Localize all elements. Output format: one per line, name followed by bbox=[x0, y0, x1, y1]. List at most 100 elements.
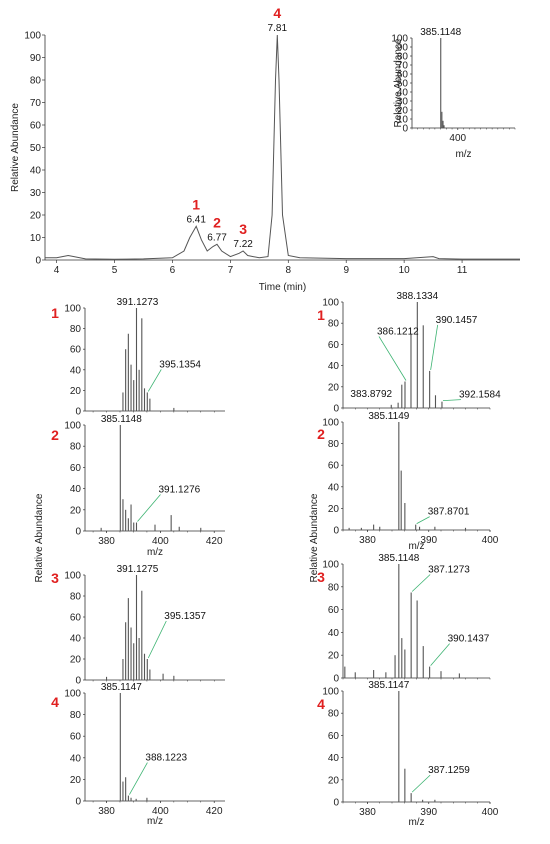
y-tick-label: 20 bbox=[397, 106, 409, 117]
y-tick-label: 80 bbox=[328, 319, 340, 330]
x-axis-label: m/z bbox=[408, 817, 424, 828]
peak-mz-label: 388.1223 bbox=[145, 753, 187, 764]
y-tick-label: 100 bbox=[322, 560, 339, 571]
y-tick-label: 20 bbox=[70, 775, 82, 786]
y-tick-label: 100 bbox=[322, 418, 339, 429]
x-tick-label: 4 bbox=[54, 265, 60, 276]
x-tick-label: 7 bbox=[228, 265, 234, 276]
peak-mz-label: 392.1584 bbox=[459, 390, 501, 401]
y-tick-label: 60 bbox=[70, 345, 82, 356]
y-tick-label: 60 bbox=[70, 732, 82, 743]
y-tick-label: 60 bbox=[70, 613, 82, 624]
peak-time-label: 6.41 bbox=[186, 214, 206, 225]
label-leader-line bbox=[416, 516, 430, 524]
y-tick-label: 0 bbox=[333, 798, 339, 809]
peak-mz-label: 388.1334 bbox=[396, 291, 438, 302]
peak-mz-label: 385.1147 bbox=[101, 682, 142, 693]
y-tick-label: 40 bbox=[328, 482, 340, 493]
y-tick-label: 0 bbox=[35, 256, 41, 267]
y-tick-label: 80 bbox=[397, 52, 409, 63]
y-tick-label: 40 bbox=[328, 361, 340, 372]
label-leader-line bbox=[378, 336, 407, 381]
label-leader-line bbox=[411, 574, 431, 592]
y-tick-label: 40 bbox=[70, 484, 82, 495]
y-tick-label: 10 bbox=[30, 233, 42, 244]
y-tick-label: 0 bbox=[333, 526, 339, 537]
y-tick-label: 10 bbox=[397, 115, 409, 126]
label-leader-line bbox=[129, 762, 148, 795]
x-tick-label: 6 bbox=[170, 265, 176, 276]
peak-time-label: 7.81 bbox=[268, 23, 288, 34]
y-tick-label: 0 bbox=[402, 124, 408, 135]
x-tick-label: 390 bbox=[420, 807, 437, 818]
x-tick-label: 420 bbox=[206, 536, 223, 547]
peak-mz-label: 387.1273 bbox=[428, 565, 470, 576]
x-axis-label: Time (min) bbox=[259, 282, 306, 293]
y-tick-label: 80 bbox=[70, 324, 82, 335]
y-tick-label: 100 bbox=[64, 421, 81, 432]
x-tick-label: 400 bbox=[449, 133, 466, 144]
y-tick-label: 60 bbox=[328, 340, 340, 351]
peak-number: 1 bbox=[192, 196, 200, 212]
y-tick-label: 100 bbox=[322, 298, 339, 309]
y-tick-label: 80 bbox=[70, 592, 82, 603]
y-tick-label: 80 bbox=[328, 709, 340, 720]
right-spectrum-1: 0 20 40 60 80 100 383.8792 386.1212 388.1334 390.… bbox=[317, 291, 501, 415]
label-leader-line bbox=[147, 369, 162, 392]
y-axis-label: Relative Abundance bbox=[10, 103, 21, 192]
y-tick-label: 20 bbox=[70, 386, 82, 397]
y-tick-label: 80 bbox=[30, 76, 42, 87]
x-tick-label: 390 bbox=[420, 535, 437, 546]
y-tick-label: 80 bbox=[328, 582, 340, 593]
peak-mz-label: 387.1259 bbox=[428, 765, 470, 776]
y-tick-label: 50 bbox=[30, 143, 42, 154]
peak-time-label: 7.22 bbox=[233, 239, 253, 250]
x-axis-label: m/z bbox=[147, 816, 163, 827]
y-tick-label: 70 bbox=[30, 98, 42, 109]
y-tick-label: 40 bbox=[70, 634, 82, 645]
left-spectrum-3: 0 20 40 60 80 100 391.1275 395.1357 3 bbox=[51, 564, 225, 687]
y-tick-label: 40 bbox=[328, 753, 340, 764]
peak-mz-label: 387.8701 bbox=[428, 507, 470, 518]
peak-mz-label: 385.1148 bbox=[378, 553, 419, 564]
y-tick-label: 40 bbox=[70, 365, 82, 376]
x-tick-label: 400 bbox=[152, 536, 169, 547]
x-tick-label: 380 bbox=[359, 807, 376, 818]
y-tick-label: 40 bbox=[397, 88, 409, 99]
x-tick-label: 400 bbox=[482, 535, 499, 546]
peak-mz-label: 390.1437 bbox=[448, 634, 490, 645]
x-axis-label: m/z bbox=[455, 149, 471, 160]
panel-number: 2 bbox=[317, 426, 325, 442]
x-tick-label: 8 bbox=[286, 265, 292, 276]
panel-number: 1 bbox=[51, 305, 59, 321]
peak-mz-label: 386.1212 bbox=[377, 327, 419, 338]
y-tick-label: 40 bbox=[30, 166, 42, 177]
peak-mz-label: 383.8792 bbox=[350, 389, 392, 400]
peak-mz-label: 390.1457 bbox=[436, 315, 478, 326]
label-leader-line bbox=[430, 643, 450, 666]
y-tick-label: 60 bbox=[70, 463, 82, 474]
y-tick-label: 80 bbox=[70, 710, 82, 721]
peak-mz-label: 391.1275 bbox=[117, 564, 159, 575]
peak-mz-label: 391.1276 bbox=[158, 485, 200, 496]
x-axis-label: m/z bbox=[147, 547, 163, 558]
panel-number: 1 bbox=[317, 307, 325, 323]
x-tick-label: 420 bbox=[206, 806, 223, 817]
y-tick-label: 0 bbox=[75, 407, 81, 418]
panel-number: 2 bbox=[51, 427, 59, 443]
y-tick-label: 20 bbox=[70, 655, 82, 666]
peak-mz-label: 395.1357 bbox=[164, 611, 206, 622]
y-tick-label: 60 bbox=[30, 121, 42, 132]
y-tick-label: 0 bbox=[333, 404, 339, 415]
x-axis-label: m/z bbox=[408, 541, 424, 552]
peak-number: 3 bbox=[239, 221, 247, 237]
y-tick-label: 60 bbox=[328, 461, 340, 472]
y-tick-label: 20 bbox=[328, 775, 340, 786]
right-shared-ylabel: Relative Abundance bbox=[309, 493, 320, 582]
y-axis-label: Relative Abundance bbox=[393, 38, 404, 127]
y-tick-label: 60 bbox=[397, 70, 409, 81]
x-tick-label: 380 bbox=[359, 535, 376, 546]
right-spectrum-2: 0 20 40 60 80 100 380 390 400 m/z 385.1149 387.8701… bbox=[317, 411, 499, 552]
